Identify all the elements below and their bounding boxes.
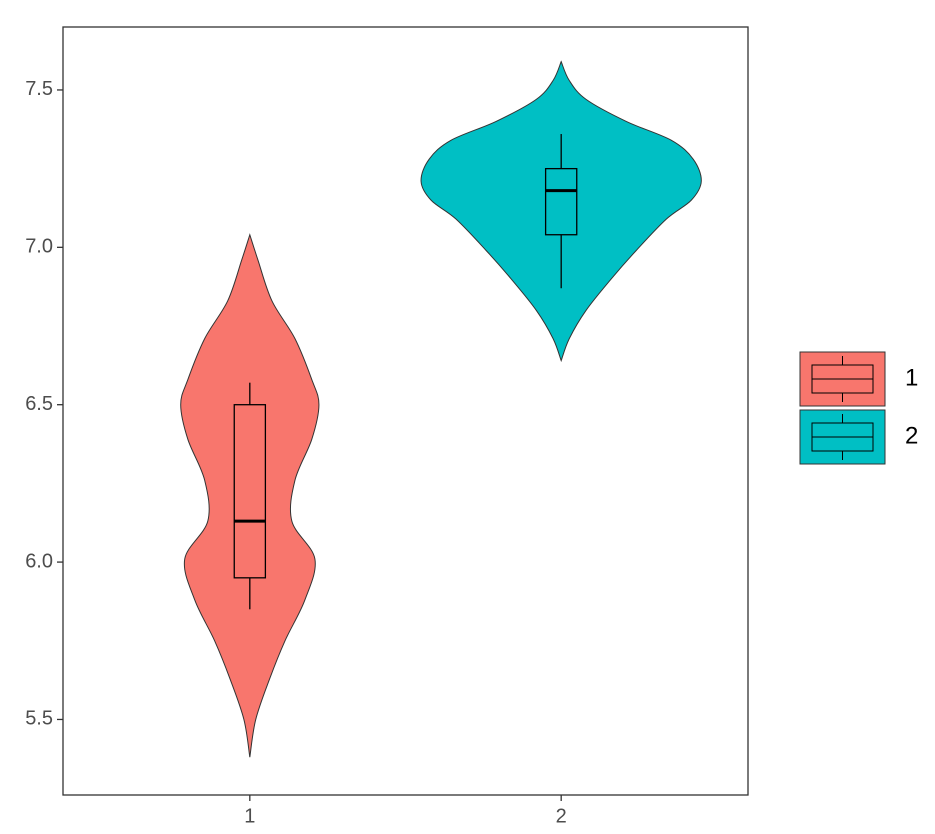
y-tick-label: 5.5 <box>25 708 53 730</box>
legend-label: 1 <box>905 364 918 391</box>
violin <box>420 60 702 363</box>
box <box>233 404 267 579</box>
box <box>544 167 578 236</box>
x-tick-label: 1 <box>244 805 255 827</box>
plot-border <box>62 26 749 796</box>
y-tick-label: 7.0 <box>25 236 53 258</box>
y-tick-label: 7.5 <box>25 78 53 100</box>
violin <box>180 233 320 758</box>
y-tick-label: 6.0 <box>25 550 53 572</box>
y-tick-label: 6.5 <box>25 393 53 415</box>
x-tick-label: 2 <box>556 805 567 827</box>
legend-label: 2 <box>905 422 918 449</box>
